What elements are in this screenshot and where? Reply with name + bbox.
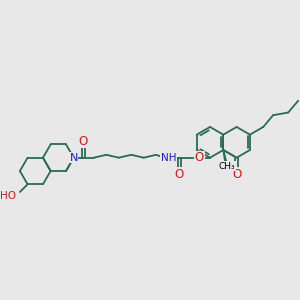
Text: CH₃: CH₃ — [219, 162, 236, 171]
Text: N: N — [70, 153, 78, 163]
Text: O: O — [195, 151, 204, 164]
Text: O: O — [175, 167, 184, 181]
Text: O: O — [232, 167, 241, 181]
Text: HO: HO — [0, 191, 16, 201]
Text: NH: NH — [161, 153, 176, 163]
Text: O: O — [79, 135, 88, 148]
